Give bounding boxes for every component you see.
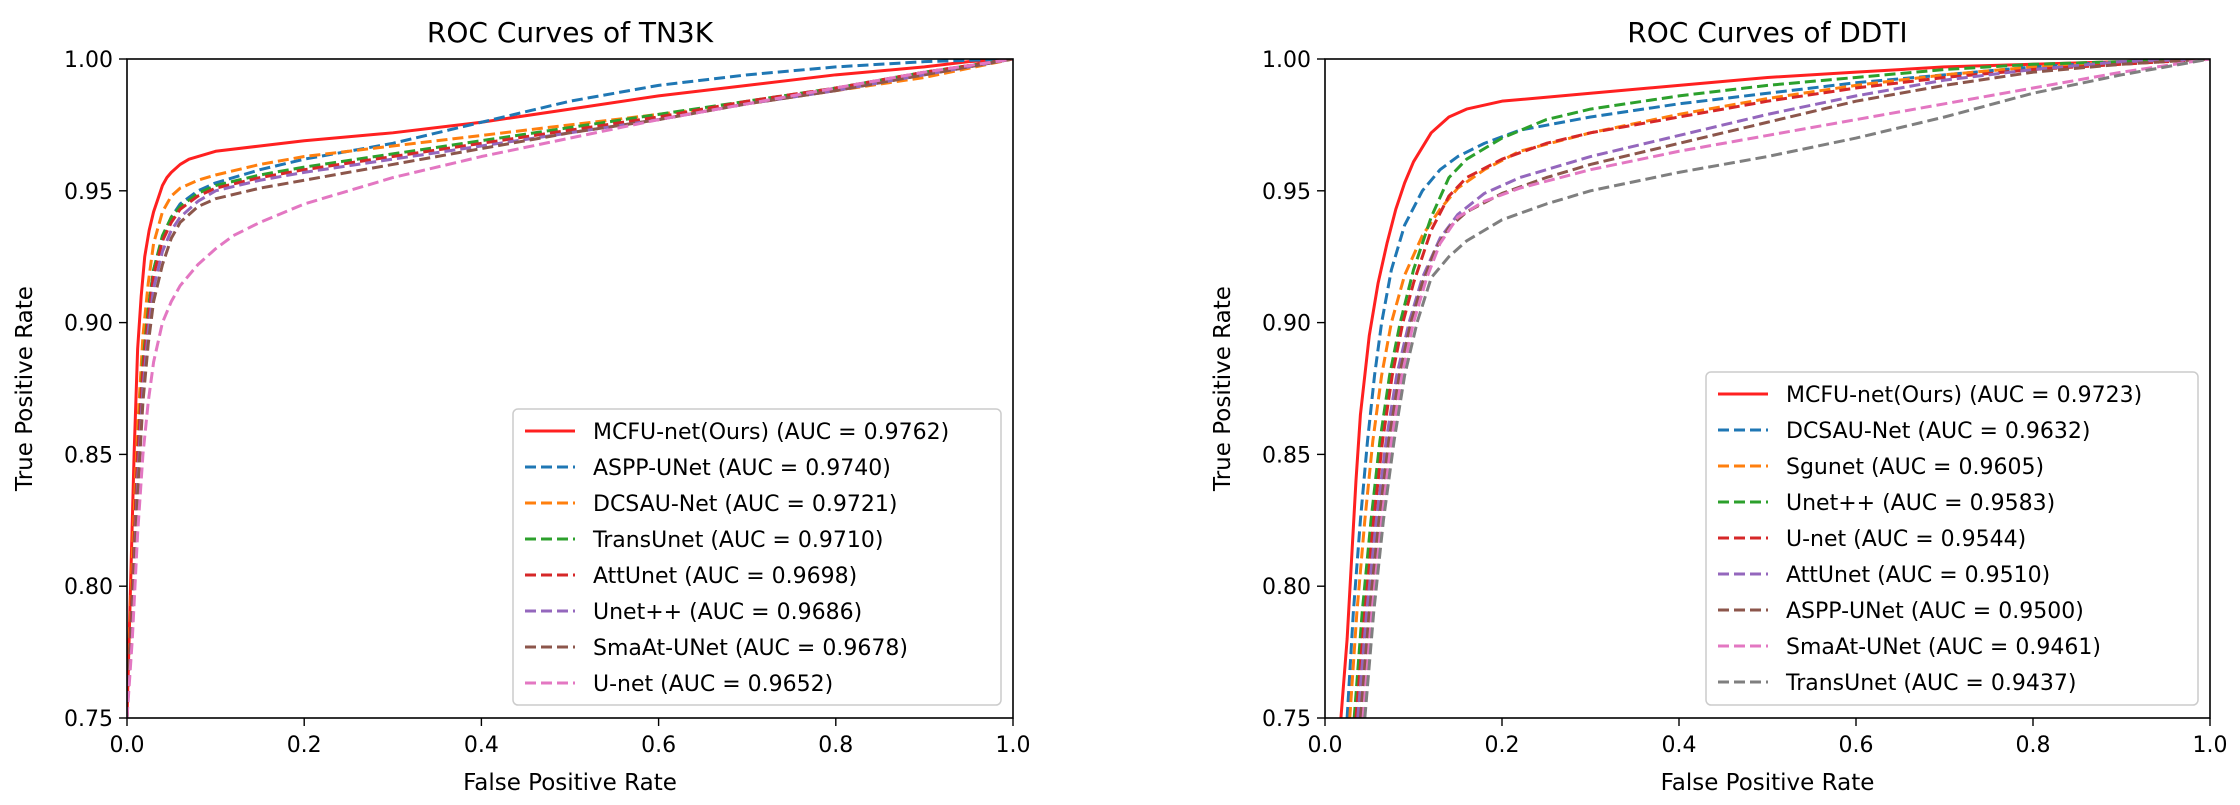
legend-entry: U-net (AUC = 0.9544) [1786, 527, 2026, 552]
legend-entry: DCSAU-Net (AUC = 0.9721) [593, 492, 897, 517]
roc-curve-8 [1363, 59, 2210, 718]
roc-curves [1339, 59, 2210, 718]
legend-entry: SmaAt-UNet (AUC = 0.9461) [1786, 635, 2101, 660]
y-tick-label: 0.75 [1262, 707, 1311, 732]
y-tick-label: 1.00 [64, 48, 113, 73]
legend: MCFU-net(Ours) (AUC = 0.9723) DCSAU-Net (… [1705, 371, 2199, 706]
y-tick-label: 0.95 [64, 180, 113, 205]
legend-entry: MCFU-net(Ours) (AUC = 0.9723) [1786, 383, 2142, 408]
roc-chart-ddti: 0.0 0.2 0.4 0.6 0.8 1.0 0.75 0.80 0.85 0.90 0.95 1.… [1210, 16, 2228, 796]
legend-entry: AttUnet (AUC = 0.9510) [1786, 563, 2050, 588]
x-tick-label: 0.8 [818, 733, 853, 758]
legend-entry: ASPP-UNet (AUC = 0.9740) [593, 456, 891, 481]
y-axis-label: True Positive Rate [1210, 286, 1236, 492]
roc-curve-4 [127, 59, 1013, 718]
roc-curve-7 [127, 59, 1013, 718]
roc-curve-0 [127, 59, 1013, 718]
x-tick-label: 0.0 [110, 733, 145, 758]
legend-entry: DCSAU-Net (AUC = 0.9632) [1786, 419, 2090, 444]
legend-box [1705, 371, 2199, 706]
y-tick-label: 0.75 [64, 707, 113, 732]
roc-curve-7 [1361, 59, 2210, 718]
roc-curve-1 [1345, 59, 2210, 718]
legend-entry: AttUnet (AUC = 0.9698) [593, 564, 857, 589]
y-tick-label: 0.85 [1262, 443, 1311, 468]
legend-box [512, 408, 1002, 706]
roc-chart-tn3k: 0.0 0.2 0.4 0.6 0.8 1.0 0.75 0.80 0.85 0.90 0.95 1.… [12, 16, 1031, 796]
x-tick-label: 0.8 [2016, 733, 2051, 758]
plot-frame [1324, 58, 2211, 719]
roc-curve-5 [1356, 59, 2210, 718]
y-tick-label: 0.90 [64, 312, 113, 337]
legend-entry: Unet++ (AUC = 0.9583) [1786, 491, 2055, 516]
chart-title: ROC Curves of DDTI [1627, 16, 1907, 49]
x-axis-label: False Positive Rate [1661, 770, 1875, 796]
y-tick-label: 1.00 [1262, 48, 1311, 73]
roc-curve-2 [1348, 59, 2210, 718]
legend: MCFU-net(Ours) (AUC = 0.9762) ASPP-UNet (… [512, 408, 1002, 706]
y-tick-label: 0.80 [1262, 575, 1311, 600]
x-tick-label: 0.6 [641, 733, 676, 758]
roc-curve-4 [1354, 59, 2210, 718]
x-tick-label: 0.0 [1308, 733, 1343, 758]
legend-entry: SmaAt-UNet (AUC = 0.9678) [593, 636, 908, 661]
legend-entry: Sgunet (AUC = 0.9605) [1786, 455, 2044, 480]
legend-entry: MCFU-net(Ours) (AUC = 0.9762) [593, 420, 949, 445]
x-tick-label: 0.2 [1485, 733, 1520, 758]
y-tick-label: 0.80 [64, 575, 113, 600]
x-tick-label: 1.0 [2193, 733, 2228, 758]
x-tick-label: 0.2 [287, 733, 322, 758]
roc-curves [127, 59, 1013, 718]
roc-curve-2 [127, 59, 1013, 718]
x-tick-label: 0.4 [1662, 733, 1697, 758]
roc-curve-6 [127, 59, 1013, 718]
x-tick-label: 0.6 [1839, 733, 1874, 758]
legend-entry: TransUnet (AUC = 0.9437) [1785, 671, 2076, 696]
x-tick-label: 0.4 [464, 733, 499, 758]
y-axis-label: True Positive Rate [12, 286, 38, 492]
y-tick-label: 0.95 [1262, 180, 1311, 205]
roc-curve-3 [1352, 59, 2210, 718]
x-tick-label: 1.0 [996, 733, 1031, 758]
legend-entry: ASPP-UNet (AUC = 0.9500) [1786, 599, 2084, 624]
legend-entry: TransUnet (AUC = 0.9710) [592, 528, 883, 553]
legend-entry: U-net (AUC = 0.9652) [593, 672, 833, 697]
y-tick-label: 0.85 [64, 443, 113, 468]
plot-frame [126, 58, 1014, 719]
roc-curve-0 [1339, 59, 2210, 718]
y-tick-label: 0.90 [1262, 312, 1311, 337]
x-axis-label: False Positive Rate [463, 770, 677, 796]
chart-title: ROC Curves of TN3K [427, 16, 714, 49]
legend-entry: Unet++ (AUC = 0.9686) [593, 600, 862, 625]
